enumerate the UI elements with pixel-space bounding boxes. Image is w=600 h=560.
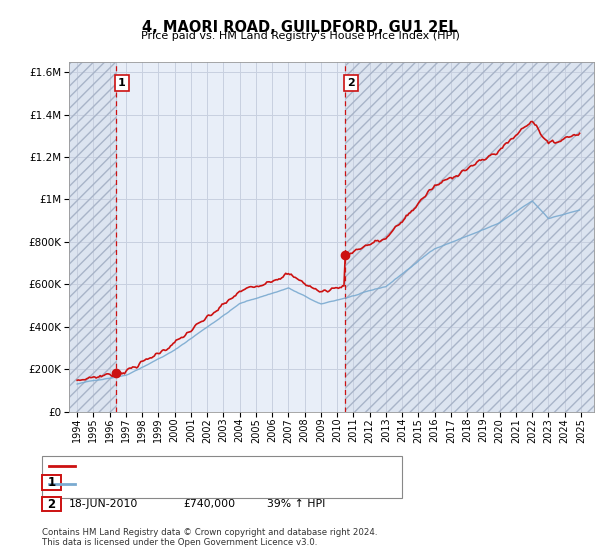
Text: Contains HM Land Registry data © Crown copyright and database right 2024.
This d: Contains HM Land Registry data © Crown c…: [42, 528, 377, 547]
Text: £740,000: £740,000: [183, 499, 235, 509]
Text: Price paid vs. HM Land Registry's House Price Index (HPI): Price paid vs. HM Land Registry's House …: [140, 31, 460, 41]
Text: 1: 1: [118, 78, 126, 88]
Text: 2: 2: [47, 497, 56, 511]
Text: 1: 1: [47, 476, 56, 489]
Text: 4, MAORI ROAD, GUILDFORD, GU1 2EL: 4, MAORI ROAD, GUILDFORD, GU1 2EL: [142, 20, 458, 35]
Text: 4, MAORI ROAD, GUILDFORD, GU1 2EL (detached house): 4, MAORI ROAD, GUILDFORD, GU1 2EL (detac…: [79, 461, 362, 472]
Text: 2: 2: [347, 78, 355, 88]
Text: 14% ↑ HPI: 14% ↑ HPI: [267, 478, 325, 488]
Text: HPI: Average price, detached house, Guildford: HPI: Average price, detached house, Guil…: [79, 479, 310, 489]
Text: £179,950: £179,950: [183, 478, 235, 488]
Text: 18-JUN-2010: 18-JUN-2010: [69, 499, 139, 509]
Text: 39% ↑ HPI: 39% ↑ HPI: [267, 499, 325, 509]
Text: 10-MAY-1996: 10-MAY-1996: [69, 478, 139, 488]
